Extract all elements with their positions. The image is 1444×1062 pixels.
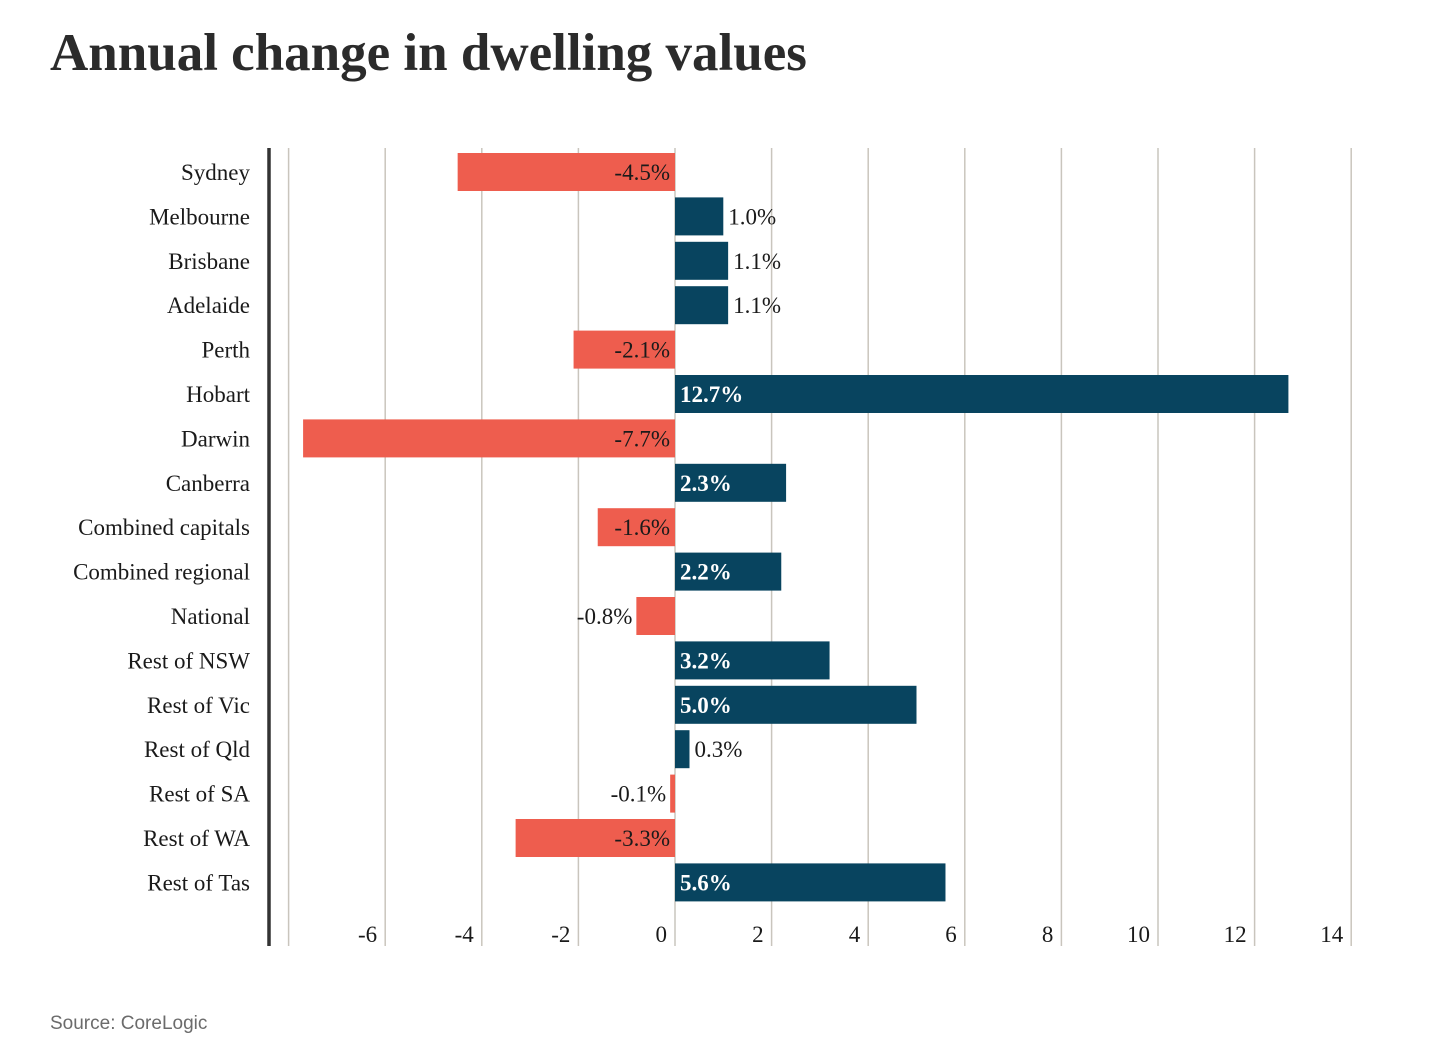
data-label: -2.1% xyxy=(614,338,670,363)
data-label: 0.3% xyxy=(694,737,742,762)
category-label: Darwin xyxy=(181,426,250,451)
category-label: Sydney xyxy=(181,160,251,185)
category-label: Rest of Qld xyxy=(144,737,251,762)
source-note: Source: CoreLogic xyxy=(50,1013,208,1034)
data-label: 1.0% xyxy=(728,204,776,229)
bar xyxy=(675,641,830,680)
category-label: Rest of Vic xyxy=(147,693,250,718)
bar xyxy=(303,419,675,458)
bar xyxy=(675,463,787,502)
bar xyxy=(675,241,729,280)
x-tick-label: 14 xyxy=(1320,922,1344,947)
category-label: Rest of SA xyxy=(149,782,250,807)
data-label: 3.2% xyxy=(680,648,732,673)
x-tick-label: -2 xyxy=(551,922,570,947)
bar xyxy=(675,286,729,325)
category-label: Brisbane xyxy=(168,249,250,274)
category-label: Rest of Tas xyxy=(147,870,250,895)
bar xyxy=(515,819,675,857)
category-label: Hobart xyxy=(186,382,250,407)
data-label: 1.1% xyxy=(733,249,781,274)
x-tick-label: 4 xyxy=(849,922,861,947)
category-label: National xyxy=(171,604,250,629)
category-label: Canberra xyxy=(166,471,250,496)
bar xyxy=(636,597,675,635)
x-tick-label: -6 xyxy=(358,922,377,947)
data-label: -7.7% xyxy=(614,426,670,451)
category-label: Melbourne xyxy=(149,204,250,229)
x-tick-label: 10 xyxy=(1127,922,1150,947)
data-label: -3.3% xyxy=(614,826,670,851)
bar xyxy=(675,375,1289,413)
bar xyxy=(675,197,724,236)
x-tick-label: 12 xyxy=(1224,922,1247,947)
x-tick-label: 8 xyxy=(1042,922,1054,947)
data-label: 2.3% xyxy=(680,471,732,496)
category-label: Rest of WA xyxy=(143,826,250,851)
data-label: -0.8% xyxy=(577,604,633,629)
x-tick-label: 2 xyxy=(752,922,764,947)
data-label: 5.0% xyxy=(680,693,732,718)
x-tick-label: 6 xyxy=(945,922,957,947)
data-label: 5.6% xyxy=(680,870,732,895)
chart-title: Annual change in dwelling values xyxy=(50,24,807,82)
data-label: 2.2% xyxy=(680,560,732,585)
x-tick-label: -4 xyxy=(455,922,475,947)
category-label: Rest of NSW xyxy=(127,648,250,673)
bar xyxy=(675,730,690,769)
bar xyxy=(457,153,675,191)
data-label: 12.7% xyxy=(680,382,743,407)
data-label: -4.5% xyxy=(614,160,670,185)
category-label: Combined capitals xyxy=(78,515,250,540)
bar xyxy=(597,508,675,547)
bar xyxy=(675,552,782,591)
category-label: Adelaide xyxy=(167,293,250,318)
data-label: -1.6% xyxy=(614,515,670,540)
data-label: 1.1% xyxy=(733,293,781,318)
bar xyxy=(670,774,675,813)
bar xyxy=(675,863,946,902)
bar xyxy=(675,685,917,724)
category-label: Combined regional xyxy=(73,560,250,585)
data-label: -0.1% xyxy=(611,782,667,807)
category-label: Perth xyxy=(201,338,250,363)
x-tick-label: 0 xyxy=(656,922,668,947)
bar xyxy=(573,330,675,369)
